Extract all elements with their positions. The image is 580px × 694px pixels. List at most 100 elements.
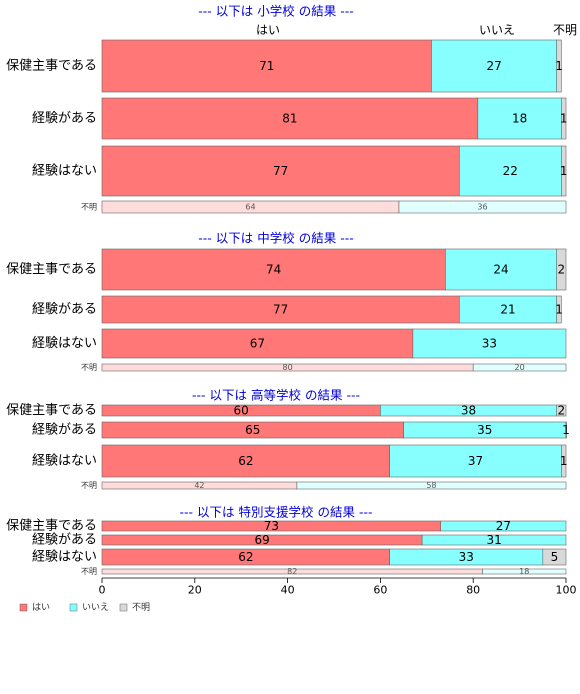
row-label: 経験はない: [32, 164, 97, 179]
row-label: 不明: [81, 481, 97, 490]
row-label: 経験はない: [32, 336, 97, 351]
x-tick-label: 0: [99, 584, 106, 597]
row-label: 経験がある: [32, 423, 97, 438]
bar-segment: [440, 520, 567, 532]
data-label: 1: [560, 454, 568, 468]
bar-segment: [389, 444, 562, 478]
bar-segment: [398, 200, 567, 214]
x-tick-label: 100: [556, 584, 577, 597]
bar-segment: [101, 328, 414, 359]
bar-segment: [561, 145, 567, 197]
bar-segment: [296, 481, 567, 490]
bar-segment: [556, 248, 567, 291]
bar-segment: [542, 548, 567, 566]
data-label: 1: [562, 423, 570, 437]
row-label: 経験はない: [32, 550, 97, 565]
row-label: 保健主事である: [6, 403, 97, 418]
bar-segment: [101, 444, 390, 478]
panel-title: --- 以下は 中学校 の結果 ---: [198, 231, 353, 246]
bar-segment: [101, 295, 460, 324]
data-label: 62: [238, 454, 253, 468]
bar-segment: [101, 248, 446, 291]
panel-title: --- 以下は 高等学校 の結果 ---: [192, 388, 360, 403]
data-label: 1: [560, 112, 568, 126]
legend-label: 不明: [132, 602, 150, 613]
bar-segment: [556, 39, 562, 93]
row-label: 不明: [81, 203, 97, 212]
data-label: 5: [551, 550, 559, 564]
legend-swatch: [119, 603, 128, 612]
x-tick-label: 40: [281, 584, 295, 597]
data-label: 71: [259, 59, 274, 73]
top-label-2: 不明: [553, 23, 577, 37]
data-label: 1: [555, 59, 563, 73]
data-label: 38: [461, 404, 476, 418]
data-label: 1: [555, 303, 563, 317]
x-tick-label: 60: [373, 584, 387, 597]
data-label: 33: [459, 550, 474, 564]
row-label: 経験がある: [32, 533, 97, 548]
data-label: 2: [558, 404, 566, 418]
data-label: 24: [493, 263, 508, 277]
data-label: 33: [482, 337, 497, 351]
bar-segment: [412, 328, 567, 359]
panel-title: --- 以下は 小学校 の結果 ---: [198, 4, 353, 19]
data-label: 82: [287, 567, 297, 576]
row-label: 不明: [81, 567, 97, 576]
data-label: 73: [264, 519, 279, 533]
data-label: 2: [558, 263, 566, 277]
row-label: 経験がある: [32, 111, 97, 126]
data-label: 22: [503, 164, 518, 178]
row-label: 経験はない: [32, 454, 97, 469]
legend-label: はい: [32, 602, 50, 613]
bar-segment: [101, 145, 460, 197]
data-label: 67: [250, 337, 265, 351]
bar-segment: [472, 363, 567, 372]
data-label: 80: [283, 363, 293, 372]
row-label: 保健主事である: [6, 262, 97, 277]
data-label: 65: [245, 423, 260, 437]
data-label: 77: [273, 164, 288, 178]
row-label: 経験がある: [32, 302, 97, 317]
bar-segment: [101, 39, 432, 93]
data-label: 21: [500, 303, 515, 317]
bar-segment: [431, 39, 558, 93]
data-label: 27: [486, 59, 501, 73]
data-label: 27: [496, 519, 511, 533]
data-label: 37: [468, 454, 483, 468]
data-label: 36: [477, 203, 487, 212]
data-label: 18: [519, 567, 529, 576]
bar-segment: [556, 404, 567, 417]
bar-segment: [561, 97, 567, 140]
bar-segment: [458, 145, 562, 197]
data-label: 1: [560, 164, 568, 178]
legend-swatch: [69, 603, 78, 612]
data-label: 58: [426, 481, 436, 490]
data-label: 35: [477, 423, 492, 437]
data-label: 20: [515, 363, 525, 372]
data-label: 64: [245, 203, 255, 212]
top-label-1: いいえ: [479, 23, 515, 37]
data-label: 62: [238, 550, 253, 564]
bar-segment: [421, 534, 567, 546]
bar-segment: [482, 568, 567, 575]
data-label: 60: [234, 404, 249, 418]
data-label: 31: [486, 533, 501, 547]
x-tick-label: 20: [188, 584, 202, 597]
legend-swatch: [19, 603, 28, 612]
data-label: 18: [512, 112, 527, 126]
bar-segment: [565, 421, 567, 439]
data-label: 42: [194, 481, 204, 490]
panel-title: --- 以下は 特別支援学校 の結果 ---: [180, 505, 373, 520]
data-label: 74: [266, 263, 281, 277]
bar-segment: [458, 295, 558, 324]
row-label: 不明: [81, 363, 97, 372]
row-label: 保健主事である: [6, 519, 97, 534]
top-label-0: はい: [256, 23, 280, 37]
row-label: 保健主事である: [6, 59, 97, 74]
data-label: 77: [273, 303, 288, 317]
x-tick-label: 80: [466, 584, 480, 597]
data-label: 69: [254, 533, 269, 547]
legend-label: いいえ: [82, 602, 109, 613]
